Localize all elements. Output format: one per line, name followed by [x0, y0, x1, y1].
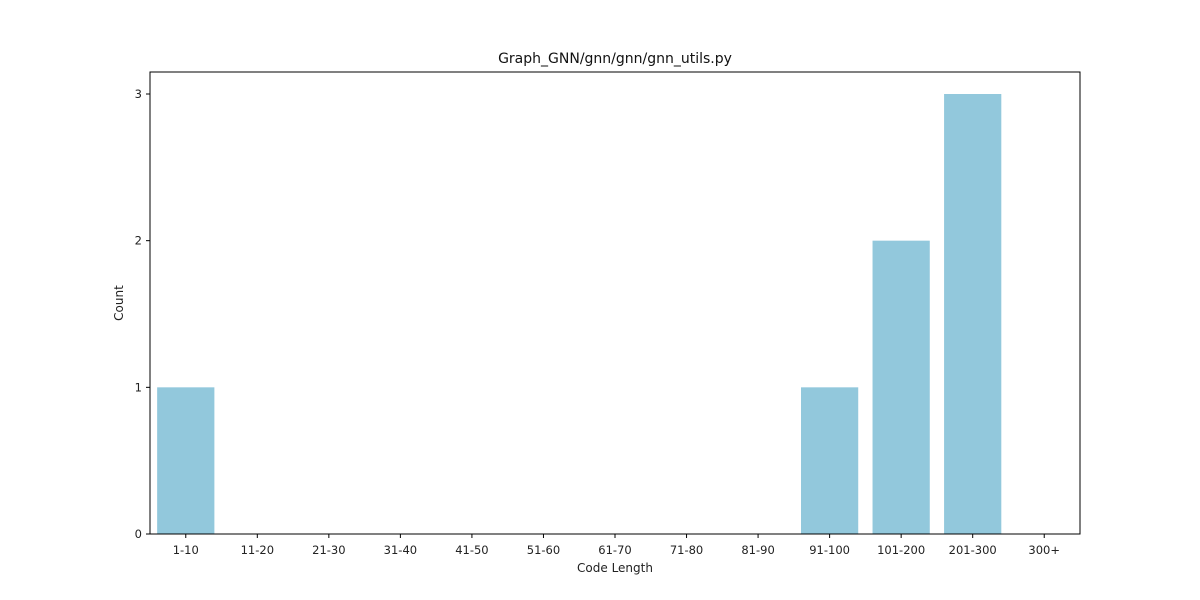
- x-tick-label: 71-80: [670, 543, 703, 557]
- x-tick-label: 1-10: [173, 543, 199, 557]
- bar-1-10: [157, 387, 215, 534]
- x-tick-label: 61-70: [598, 543, 631, 557]
- y-tick-label: 2: [135, 234, 142, 248]
- x-tick-label: 81-90: [741, 543, 774, 557]
- x-tick-label: 41-50: [455, 543, 488, 557]
- x-axis-ticks: 1-10 11-20 21-30 31-40 41-50 51-60 61-70 71-80 8…: [173, 534, 1060, 557]
- plot-frame: [149, 71, 1081, 535]
- x-tick-label: 31-40: [384, 543, 417, 557]
- x-axis-title: Code Length: [577, 561, 653, 575]
- y-tick-label: 1: [135, 380, 142, 394]
- y-tick-label: 0: [135, 527, 142, 541]
- x-tick-label: 91-100: [809, 543, 850, 557]
- y-axis-title: Count: [112, 285, 126, 321]
- y-axis-ticks: 0 1 2 3: [135, 87, 150, 541]
- x-tick-label: 51-60: [527, 543, 560, 557]
- x-tick-label: 201-300: [949, 543, 997, 557]
- chart-title: Graph_GNN/gnn/gnn/gnn_utils.py: [498, 51, 732, 67]
- x-tick-label: 300+: [1028, 543, 1060, 557]
- bar-201-300: [944, 94, 1002, 534]
- bars-layer: [157, 94, 1002, 534]
- y-tick-label: 3: [135, 87, 142, 101]
- x-tick-label: 21-30: [312, 543, 345, 557]
- bar-101-200: [872, 240, 930, 534]
- x-tick-label: 101-200: [877, 543, 925, 557]
- bar-91-100: [801, 387, 859, 534]
- x-tick-label: 11-20: [241, 543, 274, 557]
